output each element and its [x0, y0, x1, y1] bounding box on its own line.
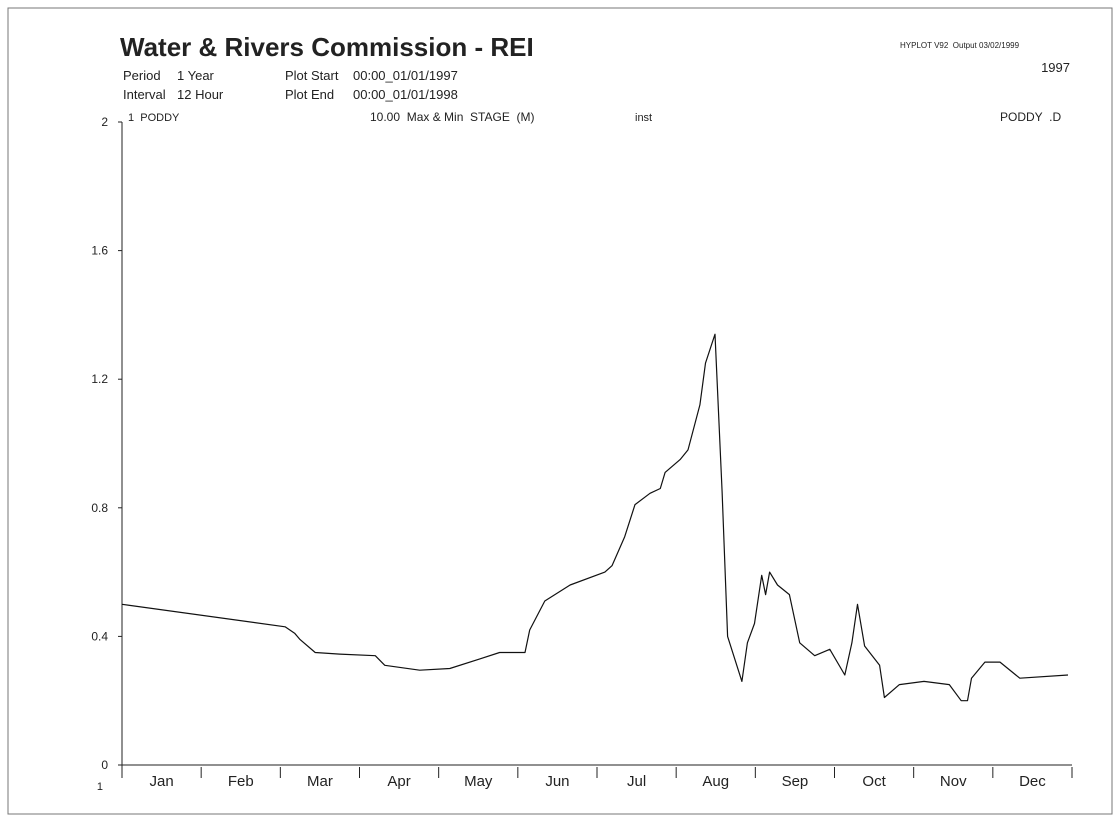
y-tick-label: 2: [101, 115, 108, 129]
data-line: [121, 333, 1069, 702]
chart-title: Water & Rivers Commission - REI: [120, 32, 534, 62]
variable: 10.00 Max & Min STAGE (M): [370, 110, 534, 124]
y-tick-label: 0.4: [91, 629, 108, 643]
site-code: PODDY .D: [1000, 110, 1061, 124]
plot-start: 00:00_01/01/1997: [353, 68, 458, 83]
x-tick-label: Nov: [940, 773, 967, 790]
period-label: Period: [123, 68, 161, 83]
x-tick-label: Apr: [387, 773, 410, 790]
frame: [7, 7, 1113, 815]
x-tick-label: Sep: [782, 773, 809, 790]
x-tick-label: Oct: [862, 773, 886, 790]
x-tick-label: Mar: [307, 773, 333, 790]
interval: 12 Hour: [177, 87, 224, 102]
x-tick-label: Jan: [149, 773, 173, 790]
axis-number: 1: [97, 781, 103, 793]
y-tick-label: 1.2: [91, 372, 108, 386]
series-label: 1 PODDY: [128, 112, 180, 124]
x-tick-label: Aug: [702, 773, 729, 790]
x-tick-label: May: [464, 773, 493, 790]
y-tick-label: 0.8: [91, 501, 108, 515]
x-tick-label: Jun: [545, 773, 569, 790]
plot-end: 00:00_01/01/1998: [353, 87, 458, 102]
y-tick-label: 0: [101, 758, 108, 772]
plot-start-label: Plot Start: [285, 68, 339, 83]
x-tick-label: Feb: [228, 773, 254, 790]
year: 1997: [1041, 60, 1070, 75]
x-tick-label: Jul: [627, 773, 646, 790]
y-tick-label: 1.6: [91, 244, 108, 258]
period: 1 Year: [177, 68, 215, 83]
mode: inst: [635, 112, 652, 124]
interval-label: Interval: [123, 87, 166, 102]
program: HYPLOT V92 Output 03/02/1999: [900, 41, 1020, 50]
plot-end-label: Plot End: [285, 87, 334, 102]
x-tick-label: Dec: [1019, 773, 1046, 790]
